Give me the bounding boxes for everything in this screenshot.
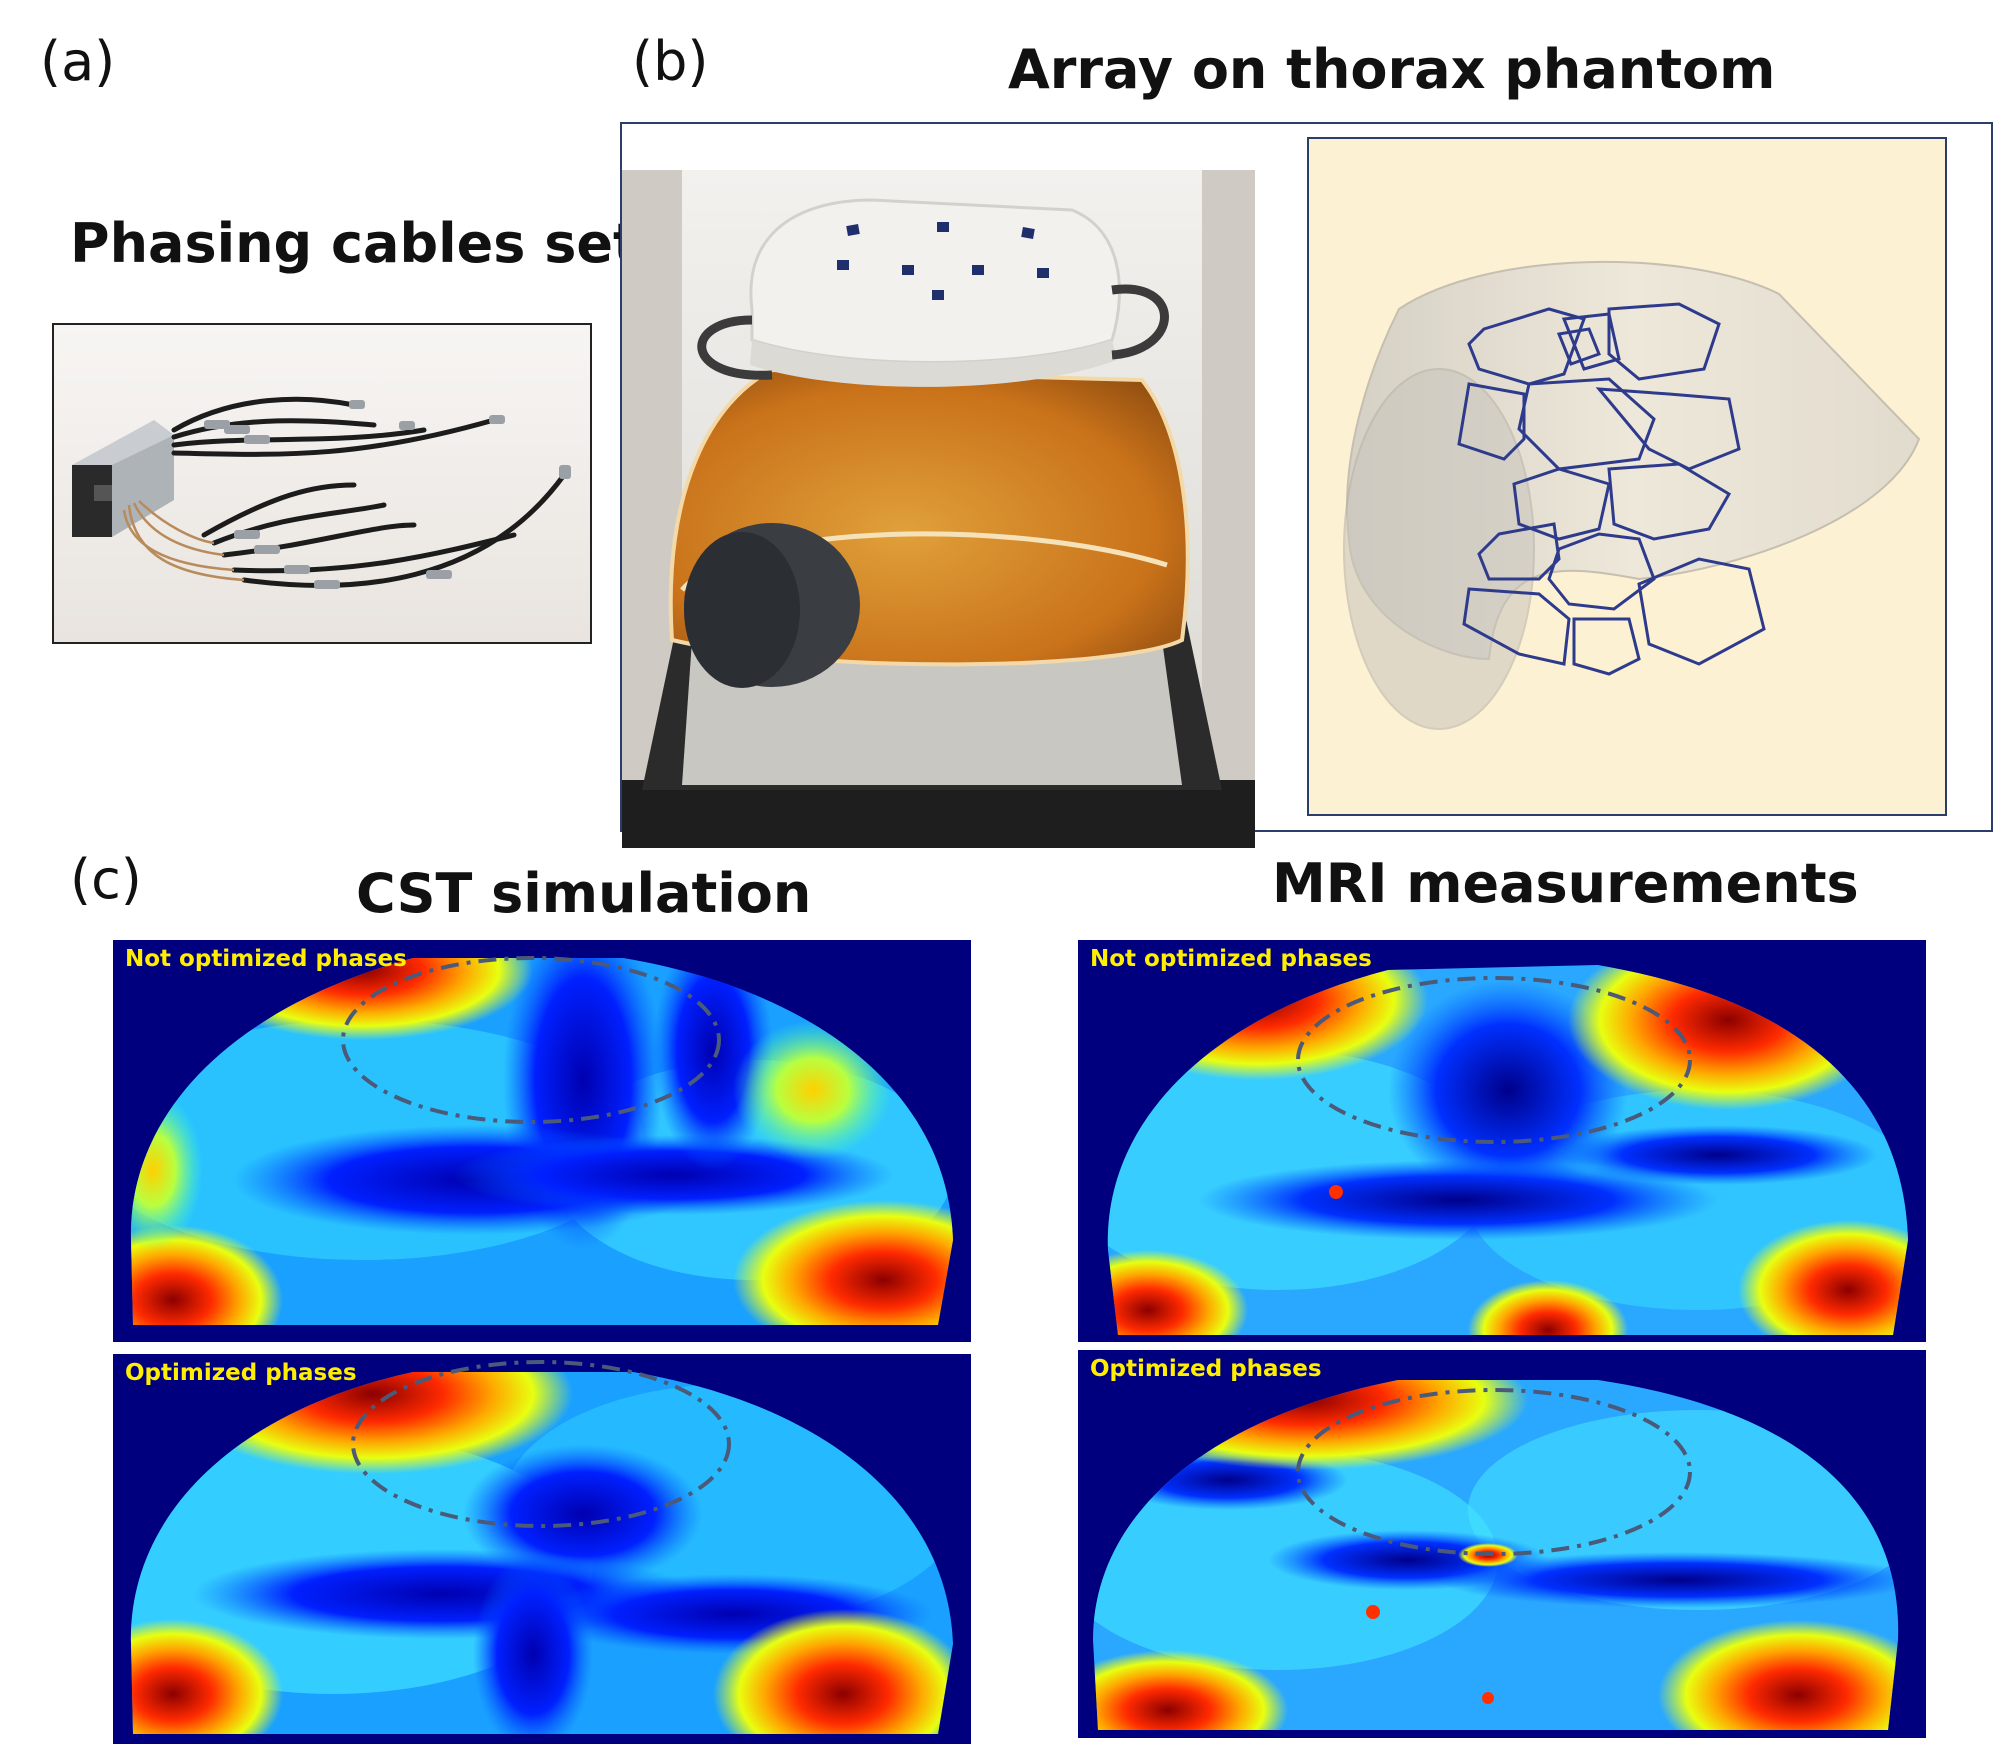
thorax-phantom-illustration xyxy=(622,170,1255,848)
panel-label-b: (b) xyxy=(632,30,709,93)
cst-simulation-title: CST simulation xyxy=(356,862,812,925)
map-caption: Optimized phases xyxy=(125,1360,357,1386)
cst-not-optimized-map: Not optimized phases xyxy=(113,940,971,1342)
mri-optimized-map: Optimized phases xyxy=(1078,1350,1926,1738)
cst-optimized-map: Optimized phases xyxy=(113,1354,971,1744)
array-cad-model xyxy=(1307,137,1947,816)
cad-phantom-drawing xyxy=(1343,260,1921,730)
panel-b-frame xyxy=(620,122,1993,832)
mri-measurements-title: MRI measurements xyxy=(1272,852,1859,915)
mri-not-optimized-map: Not optimized phases xyxy=(1078,940,1926,1342)
panel-label-a: (a) xyxy=(40,30,116,93)
phasing-cables-illustration xyxy=(54,325,590,642)
phasing-cables-photo xyxy=(52,323,592,644)
map-caption: Not optimized phases xyxy=(1090,946,1372,972)
map-caption: Not optimized phases xyxy=(125,946,407,972)
panel-label-c: (c) xyxy=(70,848,142,911)
map-caption: Optimized phases xyxy=(1090,1356,1322,1382)
panel-b-title: Array on thorax phantom xyxy=(1008,38,1776,101)
thorax-phantom-photo xyxy=(622,170,1255,848)
panel-a-title: Phasing cables set xyxy=(70,212,639,275)
